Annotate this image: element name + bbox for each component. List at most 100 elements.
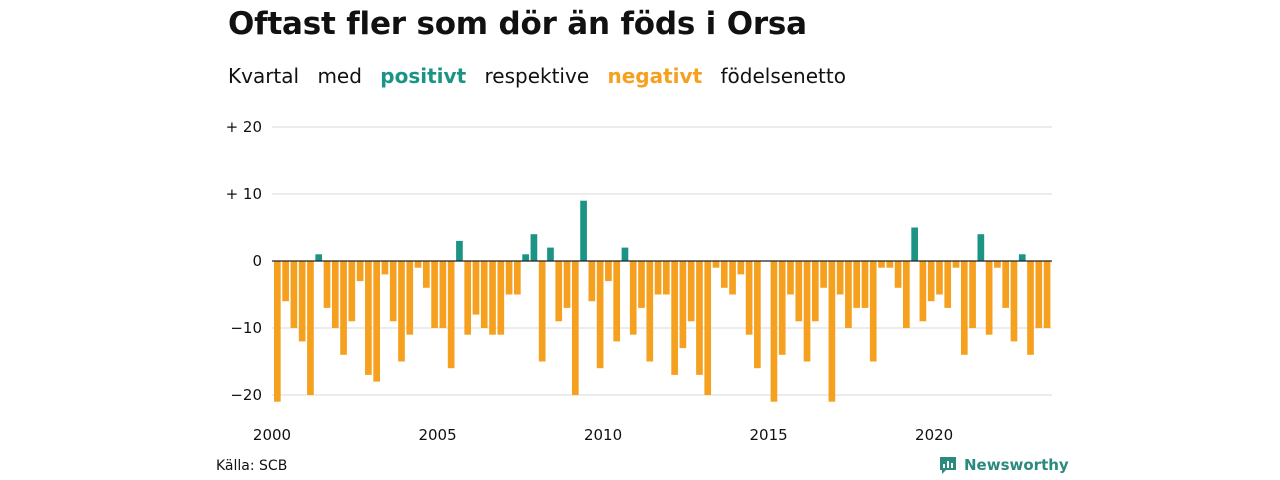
bar (646, 261, 654, 362)
bar (580, 200, 587, 261)
bar (596, 261, 604, 369)
bar (530, 234, 538, 261)
bar (936, 261, 943, 295)
bar (919, 261, 927, 322)
bar (439, 261, 447, 328)
chart-subtitle: Kvartal med positivt respektive negativt… (228, 64, 858, 88)
bar (836, 261, 844, 295)
bar (853, 261, 861, 308)
bar (1027, 261, 1034, 355)
bar (679, 261, 687, 349)
bar (927, 261, 935, 302)
bar (795, 261, 803, 322)
bar (555, 261, 563, 322)
bar (729, 261, 736, 295)
bar (414, 261, 422, 268)
chart-title: Oftast fler som dör än föds i Orsa (228, 6, 807, 42)
bar (323, 261, 331, 308)
bar (373, 261, 380, 382)
subtitle-word-fodelsenetto: födelsenetto (720, 64, 846, 88)
bar (671, 261, 678, 375)
y-tick-label: + 20 (226, 118, 262, 136)
bar (431, 261, 438, 328)
bar (290, 261, 298, 328)
bar (745, 261, 753, 335)
y-tick-label: 0 (252, 252, 262, 270)
bar (704, 261, 712, 395)
subtitle-word-kvartal: Kvartal (228, 64, 300, 88)
bar (514, 261, 521, 295)
bar (389, 261, 397, 322)
bar (315, 254, 323, 261)
bar (398, 261, 405, 362)
bar (944, 261, 952, 308)
bar (638, 261, 645, 308)
bar (861, 261, 869, 308)
bar (356, 261, 364, 282)
y-tick-label: −20 (230, 386, 262, 404)
bar (547, 247, 554, 261)
bar (994, 261, 1001, 268)
bar (274, 261, 281, 402)
bar (869, 261, 877, 362)
bar (1018, 254, 1026, 261)
bar (845, 261, 852, 328)
bar (878, 261, 885, 268)
newsworthy-logo-icon (940, 457, 956, 474)
bar (621, 247, 629, 261)
bar (811, 261, 819, 322)
bar (571, 261, 579, 395)
brand-name: Newsworthy (964, 456, 1069, 474)
bar (770, 261, 778, 402)
bar (340, 261, 347, 355)
bar (605, 261, 612, 282)
brand-logo: Newsworthy (938, 455, 1069, 475)
bar (778, 261, 786, 355)
bar (985, 261, 993, 335)
bar (952, 261, 960, 268)
bar (613, 261, 621, 342)
bar (696, 261, 703, 375)
bar (737, 261, 745, 275)
bar (720, 261, 728, 288)
bar (406, 261, 414, 335)
subtitle-word-respektive: respektive (484, 64, 590, 88)
bar (472, 261, 480, 315)
bar (464, 261, 472, 335)
subtitle-word-med: med (317, 64, 362, 88)
bar (803, 261, 811, 362)
bar (712, 261, 720, 268)
bar (538, 261, 546, 362)
bar (282, 261, 289, 302)
bar (787, 261, 794, 295)
bar (977, 234, 985, 261)
bar (447, 261, 455, 369)
bar (331, 261, 339, 328)
bar (663, 261, 670, 295)
bar (911, 227, 918, 261)
bar (687, 261, 695, 322)
bar (480, 261, 488, 328)
legend-positive-label: positivt (380, 64, 467, 88)
bar (969, 261, 976, 328)
bar (1043, 261, 1051, 328)
x-tick-label: 2020 (915, 426, 953, 444)
bar (522, 254, 529, 261)
bar (563, 261, 571, 308)
bar (828, 261, 836, 402)
bar (1010, 261, 1018, 342)
bar (1002, 261, 1010, 308)
bar (654, 261, 662, 295)
x-tick-label: 2000 (253, 426, 291, 444)
legend-negative-label: negativt (607, 64, 703, 88)
x-tick-label: 2005 (418, 426, 456, 444)
x-tick-label: 2010 (584, 426, 622, 444)
x-tick-label: 2015 (750, 426, 788, 444)
bar (754, 261, 761, 369)
bar (298, 261, 306, 342)
bar (456, 240, 463, 261)
bar (1035, 261, 1043, 328)
bar (505, 261, 513, 295)
y-tick-label: −10 (230, 319, 262, 337)
